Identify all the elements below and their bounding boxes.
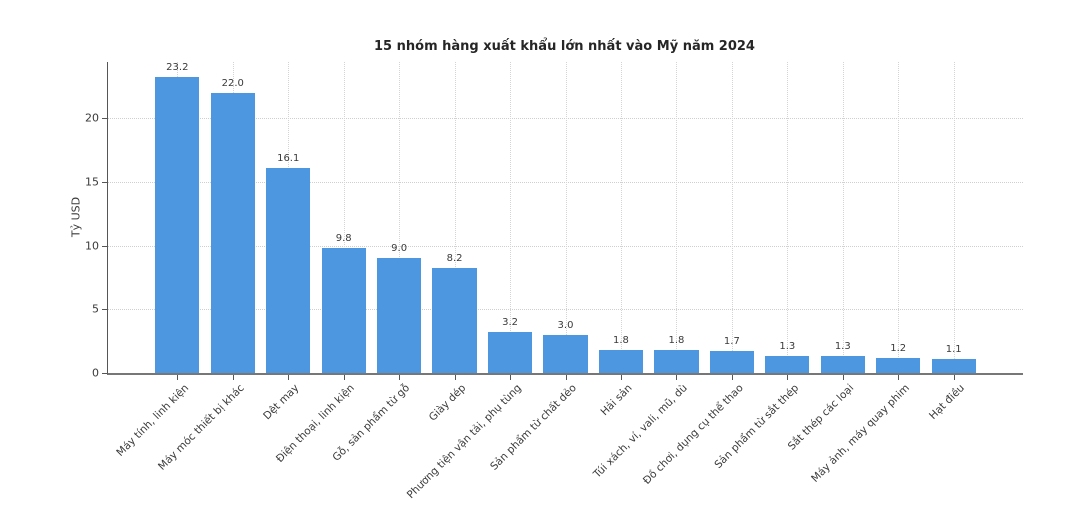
x-tick-label: Dệt may <box>261 382 302 423</box>
bar-value-label: 1.3 <box>834 341 851 353</box>
bar-value-label: 9.0 <box>391 243 408 255</box>
gridline-vertical <box>343 62 345 373</box>
x-tick-mark <box>787 375 789 380</box>
bar <box>266 167 311 373</box>
x-tick-label: Đồ chơi, dụng cụ thể thao <box>640 382 746 487</box>
gridline-vertical <box>399 62 401 373</box>
y-tick-label: 20 <box>85 111 99 125</box>
gridline-vertical <box>454 62 456 373</box>
bar-value-label: 1.3 <box>779 341 796 353</box>
bar-value-label: 1.7 <box>723 336 740 348</box>
bar <box>820 356 865 373</box>
bar <box>765 356 810 373</box>
bar <box>432 268 477 373</box>
x-tick-mark <box>232 375 234 380</box>
bar-value-label: 22.0 <box>221 77 244 89</box>
x-tick-mark <box>898 375 900 380</box>
y-tick-mark <box>102 118 107 120</box>
bar-value-label: 16.1 <box>277 152 300 164</box>
gridline-vertical <box>787 62 789 373</box>
bar-value-label: 9.8 <box>335 233 352 245</box>
x-tick-label: Hạt điều <box>927 382 968 422</box>
y-tick-mark <box>102 309 107 311</box>
gridline-vertical <box>676 62 678 373</box>
gridline-vertical <box>842 62 844 373</box>
bar <box>155 77 200 373</box>
gridline-vertical <box>953 62 955 373</box>
gridline-vertical <box>898 62 900 373</box>
bar-value-label: 1.1 <box>945 343 962 355</box>
x-tick-mark <box>399 375 401 380</box>
y-tick-mark <box>102 181 107 183</box>
x-tick-mark <box>288 375 290 380</box>
gridline-vertical <box>565 62 567 373</box>
x-tick-label: Hải sản <box>598 382 635 419</box>
x-tick-mark <box>620 375 622 380</box>
bar <box>931 358 976 373</box>
y-tick-label: 5 <box>92 302 99 316</box>
bar <box>598 350 644 373</box>
gridline-vertical <box>510 62 512 373</box>
bar-value-label: 1.2 <box>890 342 907 354</box>
x-tick-mark <box>953 375 955 380</box>
x-tick-mark <box>454 375 456 380</box>
bar-value-label: 1.8 <box>668 335 685 347</box>
y-tick-label: 0 <box>92 366 99 380</box>
x-tick-label: Giày dép <box>426 382 469 424</box>
bar <box>321 248 366 373</box>
y-tick-label: 15 <box>85 175 99 189</box>
x-tick-mark <box>343 375 345 380</box>
y-tick-mark <box>102 373 107 374</box>
bar <box>210 92 255 373</box>
bar-value-label: 1.8 <box>613 335 629 347</box>
bar <box>876 357 921 373</box>
chart-title: 15 nhóm hàng xuất khẩu lớn nhất vào Mỹ n… <box>374 39 755 54</box>
y-axis-label: Tỷ USD <box>69 196 83 238</box>
x-tick-mark <box>177 375 179 380</box>
x-tick-mark <box>510 375 512 380</box>
bar-value-label: 3.0 <box>557 319 574 331</box>
y-tick-label: 10 <box>85 239 99 253</box>
bar <box>376 258 422 373</box>
plot-area: 0 5 10 15 20 23.2 Máy tính, linh kiện 22.0 Máy m… <box>85 62 1023 501</box>
bar <box>543 334 588 373</box>
bar-value-label: 8.2 <box>446 253 463 265</box>
x-tick-mark <box>565 375 567 380</box>
bar-value-label: 3.2 <box>502 317 518 329</box>
bar <box>487 332 533 373</box>
x-tick-mark <box>731 375 733 380</box>
gridline-vertical <box>731 62 733 373</box>
x-tick-label: Máy ảnh, máy quay phim <box>808 382 912 485</box>
bar <box>654 350 699 373</box>
gridline-vertical <box>620 62 622 373</box>
x-tick-label: Phương tiện vận tải, phụ tùng <box>404 382 524 502</box>
x-tick-mark <box>676 375 678 380</box>
bar <box>709 351 755 373</box>
bar-value-label: 23.2 <box>166 62 189 74</box>
x-tick-label: Túi xách, ví, vali, mũ, dù <box>591 382 690 481</box>
y-tick-mark <box>102 245 107 247</box>
x-tick-mark <box>842 375 844 380</box>
